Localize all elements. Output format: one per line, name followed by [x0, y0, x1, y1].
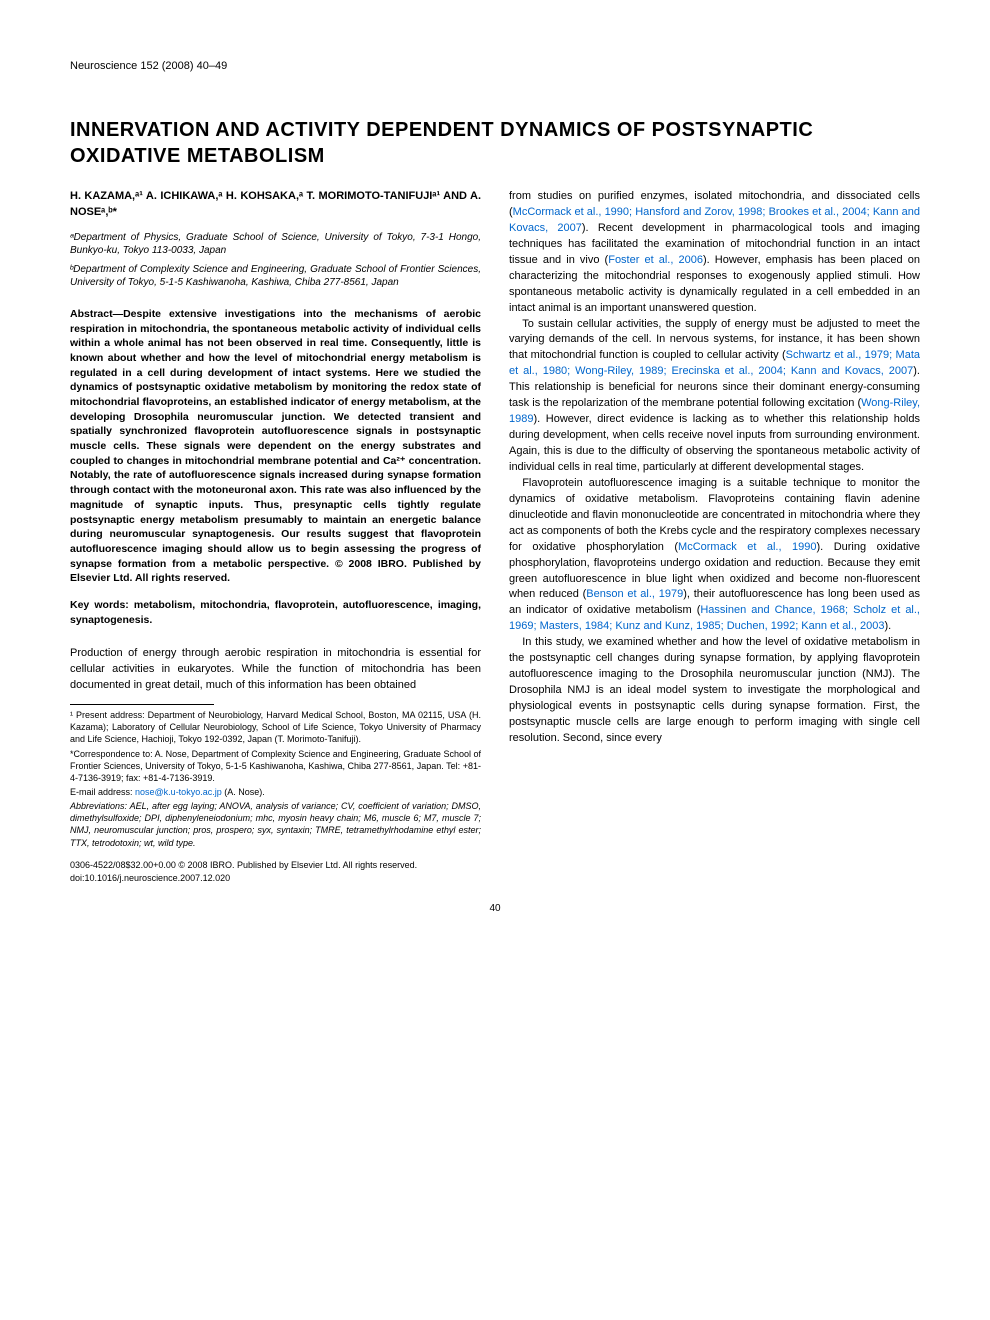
p2-text-c: ). However, direct evidence is lacking a… [509, 413, 920, 473]
footnote-correspondence: *Correspondence to: A. Nose, Department … [70, 748, 481, 784]
email-suffix: (A. Nose). [222, 787, 265, 797]
footnote-separator [70, 704, 214, 705]
journal-pages: 40–49 [197, 60, 228, 72]
intro-body: Production of energy through aerobic res… [70, 646, 481, 694]
copyright-text: 0306-4522/08$32.00+0.00 © 2008 IBRO. Pub… [70, 860, 417, 870]
authors: H. KAZAMA,ᵃ¹ A. ICHIKAWA,ᵃ H. KOHSAKA,ᵃ … [70, 189, 481, 221]
footnote-abbreviations: Abbreviations: AEL, after egg laying; AN… [70, 800, 481, 849]
right-paragraph-2: To sustain cellular activities, the supp… [509, 317, 920, 476]
affiliation-a: ᵃDepartment of Physics, Graduate School … [70, 231, 481, 257]
email-label: E-mail address: [70, 787, 135, 797]
copyright-line: 0306-4522/08$32.00+0.00 © 2008 IBRO. Pub… [70, 859, 481, 885]
journal-name: Neuroscience [70, 60, 137, 72]
abstract: Abstract—Despite extensive investigation… [70, 307, 481, 586]
two-column-layout: H. KAZAMA,ᵃ¹ A. ICHIKAWA,ᵃ H. KOHSAKA,ᵃ … [70, 189, 920, 885]
keywords: Key words: metabolism, mitochondria, fla… [70, 598, 481, 628]
footnotes: ¹ Present address: Department of Neurobi… [70, 709, 481, 849]
right-paragraph-4: In this study, we examined whether and h… [509, 635, 920, 747]
citation-link-6[interactable]: Benson et al., 1979 [586, 588, 683, 600]
journal-volume: 152 [140, 60, 158, 72]
article-title: INNERVATION AND ACTIVITY DEPENDENT DYNAM… [70, 117, 920, 169]
right-paragraph-1: from studies on purified enzymes, isolat… [509, 189, 920, 317]
journal-header: Neuroscience 152 (2008) 40–49 [70, 60, 920, 72]
doi-text: doi:10.1016/j.neuroscience.2007.12.020 [70, 873, 230, 883]
footnote-present-address: ¹ Present address: Department of Neurobi… [70, 709, 481, 745]
citation-link-5[interactable]: McCormack et al., 1990 [678, 541, 816, 553]
citation-link-2[interactable]: Foster et al., 2006 [608, 254, 703, 266]
journal-year: 2008 [165, 60, 189, 72]
footnote-email: E-mail address: nose@k.u-tokyo.ac.jp (A.… [70, 786, 481, 798]
affiliation-b: ᵇDepartment of Complexity Science and En… [70, 263, 481, 289]
right-column: from studies on purified enzymes, isolat… [509, 189, 920, 885]
intro-paragraph-1: Production of energy through aerobic res… [70, 646, 481, 694]
left-column: H. KAZAMA,ᵃ¹ A. ICHIKAWA,ᵃ H. KOHSAKA,ᵃ … [70, 189, 481, 885]
email-link[interactable]: nose@k.u-tokyo.ac.jp [135, 787, 222, 797]
abbrev-text: Abbreviations: AEL, after egg laying; AN… [70, 801, 481, 847]
right-paragraph-3: Flavoprotein autofluorescence imaging is… [509, 476, 920, 635]
page-number: 40 [70, 903, 920, 914]
p3-text-d: ). [885, 620, 892, 632]
